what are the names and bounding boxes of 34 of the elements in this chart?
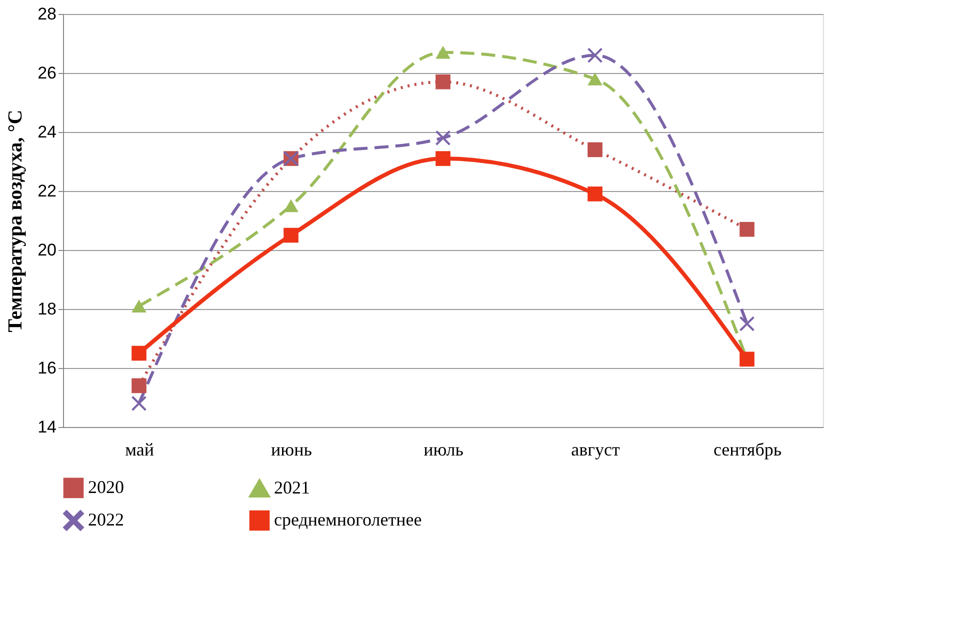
x-tick-label: сентябрь bbox=[713, 440, 782, 460]
y-tick-label: 22 bbox=[38, 182, 56, 200]
point bbox=[740, 316, 754, 332]
point bbox=[132, 346, 146, 361]
legend-label: 2021 bbox=[274, 478, 310, 498]
legend-label: среднемноголетнее bbox=[274, 510, 422, 530]
y-tick-label: 24 bbox=[38, 122, 56, 142]
point bbox=[588, 48, 602, 63]
point bbox=[132, 378, 146, 394]
point bbox=[588, 186, 602, 202]
y-tick-label: 18 bbox=[38, 300, 56, 318]
point bbox=[436, 46, 450, 59]
x-tick-label: июль bbox=[424, 440, 464, 460]
point bbox=[284, 199, 298, 212]
y-tick-label: 20 bbox=[38, 240, 56, 260]
legend-label: 2020 bbox=[88, 476, 124, 497]
x-tick-label: июнь bbox=[271, 440, 312, 460]
point bbox=[588, 142, 602, 158]
point bbox=[740, 222, 754, 237]
y-tick-label: 14 bbox=[38, 418, 56, 436]
point bbox=[436, 74, 450, 90]
y-tick-label: 28 bbox=[38, 4, 56, 24]
point bbox=[436, 151, 450, 166]
y-axis-title: Температура воздуха, °С bbox=[4, 110, 27, 332]
x-tick-label: май bbox=[125, 440, 154, 460]
y-tick-label: 16 bbox=[38, 358, 56, 378]
point bbox=[588, 72, 602, 86]
point bbox=[436, 130, 450, 146]
legend-label: 2022 bbox=[88, 510, 124, 530]
point bbox=[132, 300, 146, 312]
point bbox=[132, 396, 146, 411]
y-tick-label: 26 bbox=[38, 64, 56, 82]
x-tick-label: август bbox=[571, 440, 620, 460]
point bbox=[284, 228, 298, 243]
